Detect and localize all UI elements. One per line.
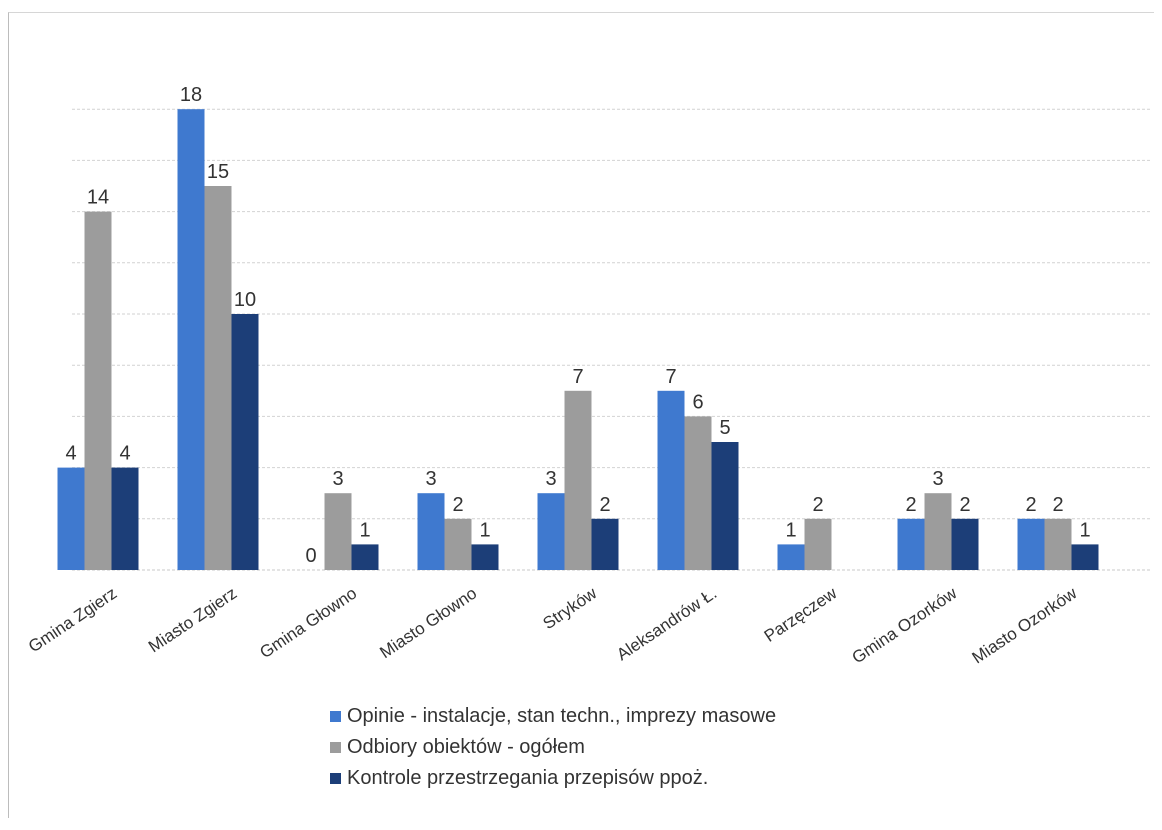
x-tick-label: Gmina Głowno bbox=[256, 584, 360, 663]
bar bbox=[564, 390, 592, 570]
bars bbox=[57, 109, 1099, 570]
data-label: 5 bbox=[719, 417, 730, 439]
data-label: 1 bbox=[785, 519, 796, 541]
bar bbox=[897, 518, 925, 570]
legend-swatch bbox=[330, 742, 341, 753]
bar bbox=[657, 390, 685, 570]
data-label: 10 bbox=[234, 289, 256, 311]
data-label: 0 bbox=[305, 545, 316, 567]
bar bbox=[684, 416, 712, 570]
x-tick-label: Parzęczew bbox=[761, 583, 841, 646]
bar bbox=[111, 467, 139, 570]
bar bbox=[351, 544, 379, 570]
bar bbox=[444, 518, 472, 570]
data-label: 2 bbox=[1025, 494, 1036, 516]
data-label: 6 bbox=[692, 391, 703, 413]
data-label: 3 bbox=[932, 468, 943, 490]
bar bbox=[777, 544, 805, 570]
x-tick-label: Gmina Ozorków bbox=[849, 583, 961, 667]
bar bbox=[324, 493, 352, 570]
data-label: 1 bbox=[479, 519, 490, 541]
x-tick-label: Aleksandrów Ł. bbox=[613, 584, 720, 665]
legend-swatch bbox=[330, 773, 341, 784]
legend-entry: Opinie - instalacje, stan techn., imprez… bbox=[347, 705, 776, 727]
bar bbox=[417, 493, 445, 570]
data-label: 18 bbox=[180, 84, 202, 106]
x-tick-label: Miasto Zgierz bbox=[145, 584, 240, 657]
bar bbox=[951, 518, 979, 570]
data-label: 4 bbox=[119, 443, 130, 465]
bar bbox=[204, 186, 232, 570]
bar bbox=[537, 493, 565, 570]
x-tick-label: Miasto Ozorków bbox=[969, 583, 1081, 667]
data-label: 3 bbox=[425, 468, 436, 490]
data-label: 2 bbox=[1052, 494, 1063, 516]
data-label: 2 bbox=[905, 494, 916, 516]
data-label: 2 bbox=[959, 494, 970, 516]
data-label: 7 bbox=[665, 366, 676, 388]
data-label: 3 bbox=[545, 468, 556, 490]
data-label: 2 bbox=[812, 494, 823, 516]
bar bbox=[924, 493, 952, 570]
data-label: 15 bbox=[207, 161, 229, 183]
bar bbox=[1017, 518, 1045, 570]
bar bbox=[711, 442, 739, 570]
bar bbox=[1044, 518, 1072, 570]
legend-swatch bbox=[330, 711, 341, 722]
legend-entry: Odbiory obiektów - ogółem bbox=[347, 736, 585, 758]
bar bbox=[84, 211, 112, 570]
legend: Opinie - instalacje, stan techn., imprez… bbox=[330, 705, 776, 789]
data-label: 2 bbox=[599, 494, 610, 516]
x-tick-labels: Gmina Zgierz Miasto Zgierz Gmina Głowno Mia… bbox=[25, 583, 1081, 667]
bar bbox=[231, 314, 259, 570]
bar bbox=[177, 109, 205, 570]
bar bbox=[1071, 544, 1099, 570]
data-label: 1 bbox=[359, 519, 370, 541]
bar bbox=[57, 467, 85, 570]
bar bbox=[804, 518, 832, 570]
data-label: 2 bbox=[452, 494, 463, 516]
chart-frame bbox=[8, 12, 1154, 818]
x-tick-label: Miasto Głowno bbox=[376, 584, 480, 663]
data-label: 14 bbox=[87, 187, 109, 209]
data-label: 7 bbox=[572, 366, 583, 388]
bar bbox=[591, 518, 619, 570]
data-label: 4 bbox=[65, 443, 76, 465]
x-tick-label: Gmina Zgierz bbox=[25, 584, 120, 657]
legend-entry: Kontrole przestrzegania przepisów ppoż. bbox=[347, 767, 708, 789]
x-tick-label: Stryków bbox=[539, 583, 600, 633]
data-label: 3 bbox=[332, 468, 343, 490]
data-label: 1 bbox=[1079, 519, 1090, 541]
bar bbox=[471, 544, 499, 570]
